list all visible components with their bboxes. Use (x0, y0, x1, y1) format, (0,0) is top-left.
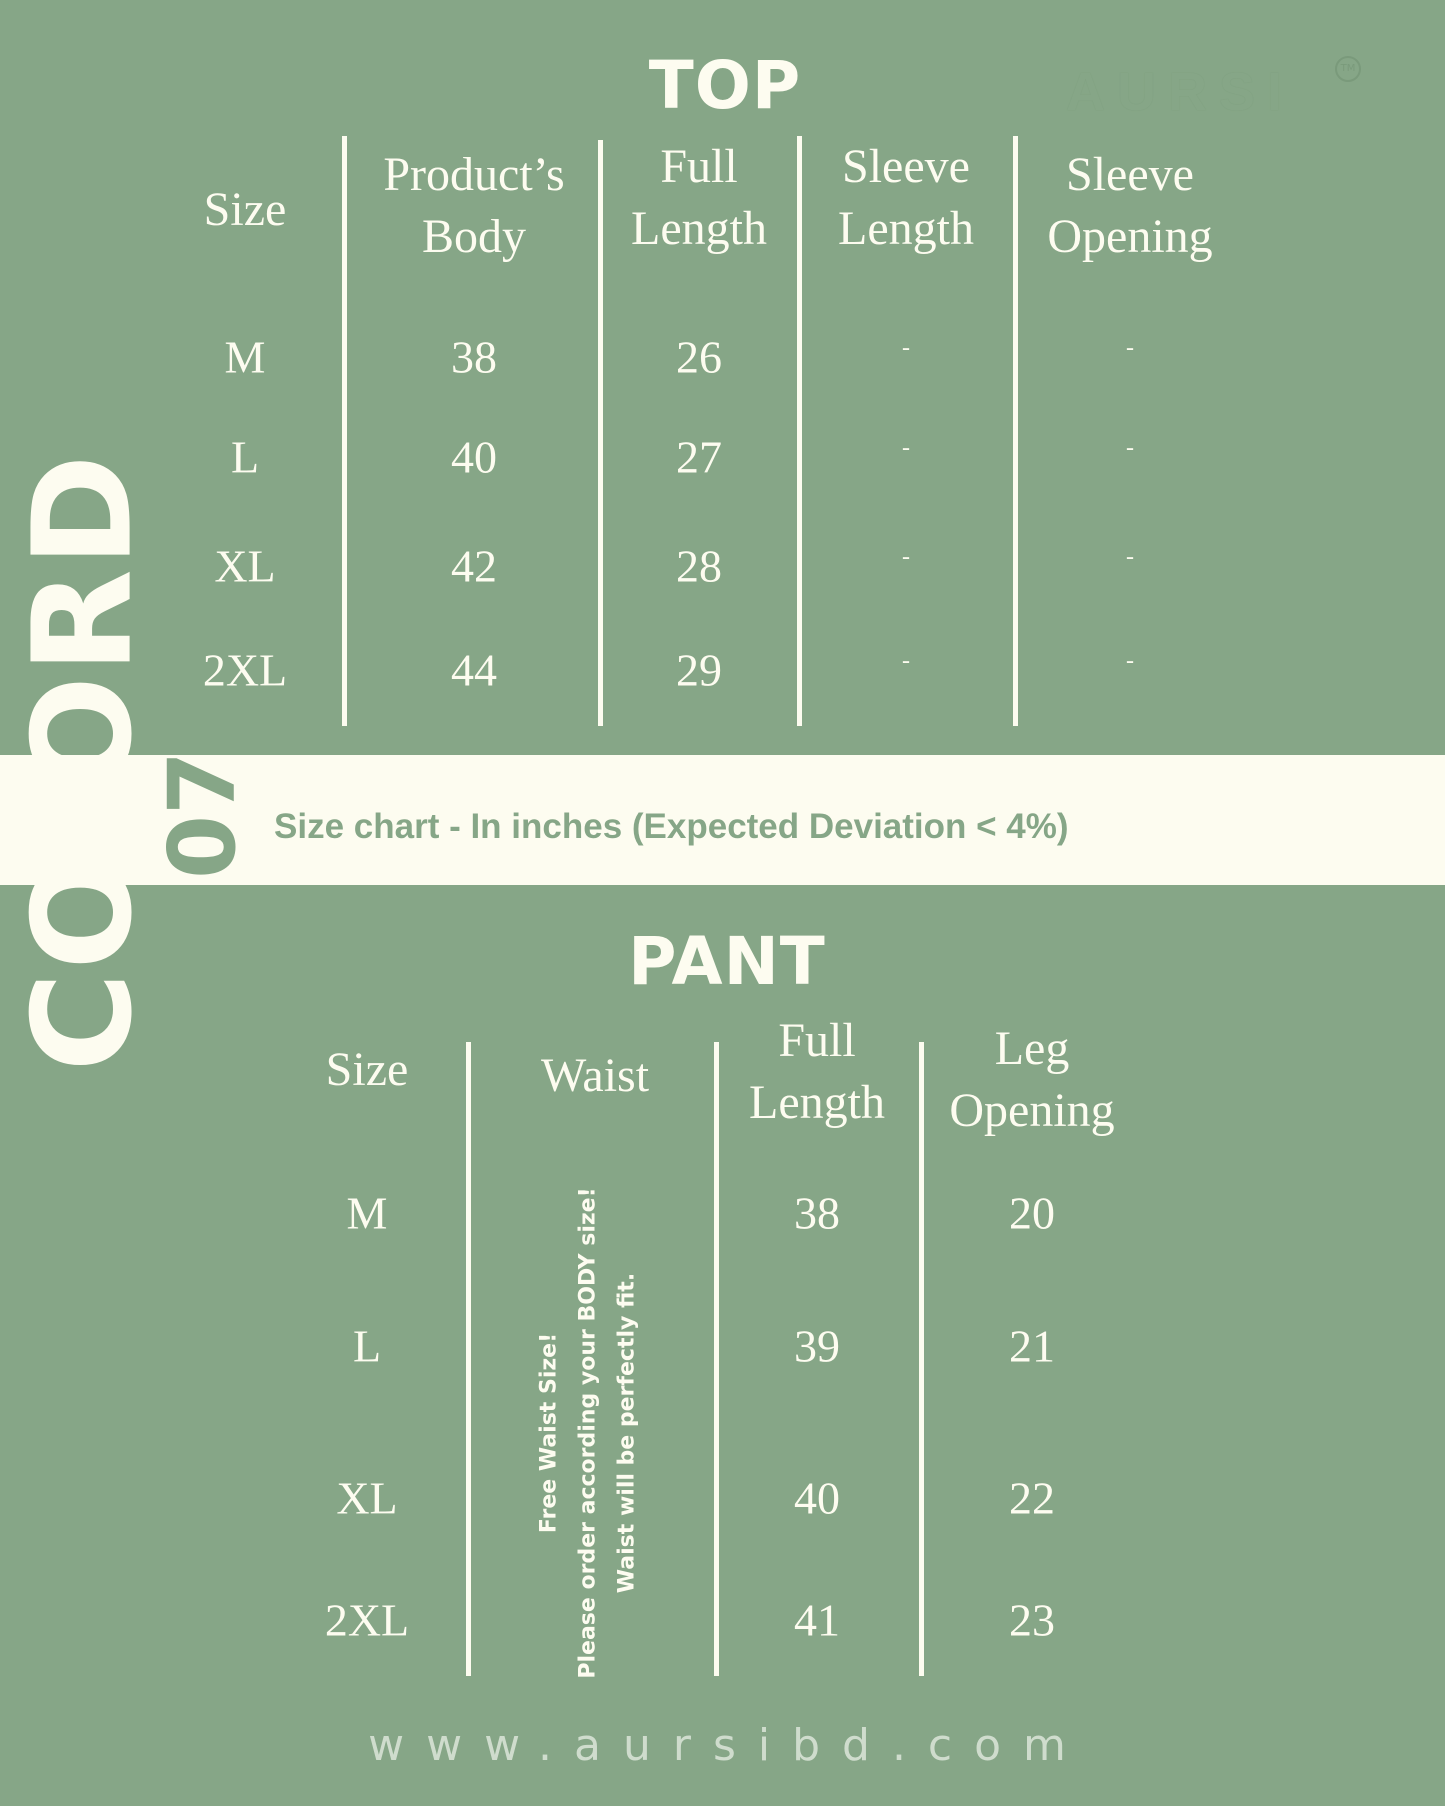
top-cell: 38 (451, 331, 497, 383)
pant-cell: 21 (1009, 1320, 1055, 1372)
top-cell: - (902, 647, 910, 674)
top-cell: 42 (451, 540, 497, 592)
top-cell: 44 (451, 644, 497, 696)
top-header-sleeve-opening: Sleeve Opening (1047, 148, 1213, 263)
top-cell: - (902, 334, 910, 361)
pant-cell: 40 (794, 1472, 840, 1524)
top-cell: - (902, 543, 910, 570)
trademark-icon: TM (1335, 56, 1361, 82)
top-divider (1013, 136, 1018, 726)
pant-title: PANT (628, 923, 826, 1000)
pant-cell: 20 (1009, 1187, 1055, 1239)
top-cell: 26 (676, 331, 722, 383)
pant-header-size: Size (325, 1043, 409, 1096)
website-link[interactable]: www.aursibd.com (368, 1719, 1088, 1771)
pant-divider (466, 1042, 471, 1676)
top-divider (797, 136, 802, 726)
pant-cell: 23 (1009, 1594, 1055, 1646)
top-cell: - (902, 434, 910, 461)
top-cell: 28 (676, 540, 722, 592)
top-cell: - (1126, 434, 1134, 461)
pant-header-leg-opening: Leg Opening (949, 1022, 1115, 1137)
top-cell: - (1126, 334, 1134, 361)
pant-cell: 39 (794, 1320, 840, 1372)
pant-divider (714, 1042, 719, 1676)
pant-header-waist: Waist (540, 1049, 650, 1102)
top-divider (598, 140, 603, 726)
pant-header-full-length: Full Length (749, 1014, 885, 1129)
top-cell: - (1126, 543, 1134, 570)
top-cell: 29 (676, 644, 722, 696)
waist-note: Free Waist Size! Please order according … (536, 1187, 640, 1679)
brand-logo: AURSI (1065, 62, 1295, 122)
pant-cell: 22 (1009, 1472, 1055, 1524)
top-header-sleeve-length: Sleeve Length (838, 140, 974, 255)
coord-label: CO-ORD (4, 452, 163, 1072)
top-cell: 2XL (202, 644, 288, 696)
top-cell: L (230, 431, 260, 483)
top-header-full-length: Full Length (631, 140, 767, 255)
top-cell: - (1126, 647, 1134, 674)
top-cell: 40 (451, 431, 497, 483)
pant-cell: XL (336, 1472, 398, 1524)
pant-cell: 2XL (324, 1594, 410, 1646)
top-cell: XL (214, 540, 276, 592)
top-header-body: Product’s Body (383, 148, 565, 263)
top-title: TOP (648, 47, 802, 124)
top-cell: 27 (676, 431, 722, 483)
pant-cell: 41 (794, 1594, 840, 1646)
pant-cell: M (346, 1187, 388, 1239)
pant-divider (919, 1042, 924, 1676)
size-chart-note: Size chart - In inches (Expected Deviati… (274, 806, 1069, 846)
pant-cell: L (352, 1320, 382, 1372)
top-cell: M (224, 331, 266, 383)
pant-cell: 38 (794, 1187, 840, 1239)
top-header-size: Size (203, 183, 287, 236)
coord-number: 07 (149, 750, 257, 880)
info-band (0, 755, 1445, 885)
top-divider (342, 136, 347, 726)
